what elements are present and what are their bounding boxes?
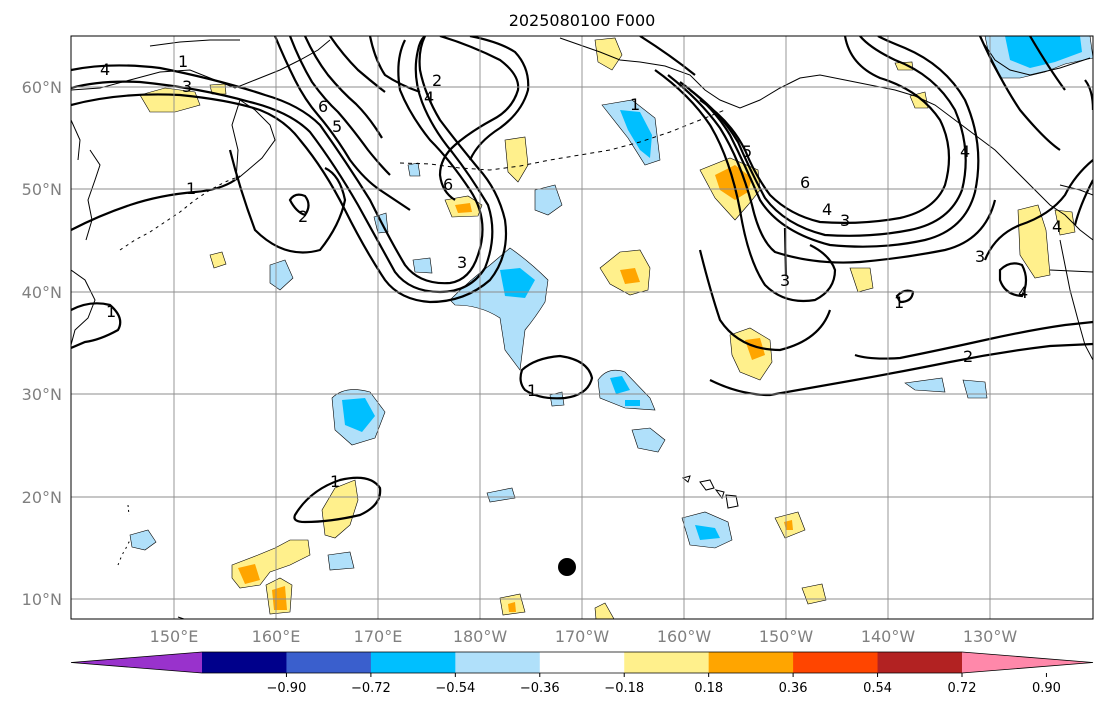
lat-axis: 10°N 20°N 30°N 40°N 50°N 60°N [22,78,62,609]
lon-tick-label: 170°W [555,627,610,646]
contour-label-5: 5 [742,142,752,161]
map-title: 2025080100 F000 [509,11,656,30]
contour-label-1: 1 [894,293,904,312]
colorbar-tick-label: 0.90 [1032,681,1061,696]
contour-label-1: 1 [178,52,188,71]
colorbar-segment [370,652,456,673]
graticule [71,36,1093,619]
lon-tick-label: 170°E [354,627,403,646]
contour-label-1: 1 [186,179,196,198]
colorbar: −0.90 −0.72 −0.54 −0.36 −0.18 0.18 0.36 0.54 0.7… [70,651,1094,696]
lat-tick-label: 50°N [22,180,62,199]
contour-label-1: 1 [630,95,640,114]
colorbar-segment [286,652,372,673]
contour-label-1: 1 [330,472,340,491]
colorbar-tick-label: −0.54 [435,681,475,696]
colorbar-tick-label: 0.54 [863,681,892,696]
contour-label-5: 5 [332,117,342,136]
colorbar-arrow-low [71,652,202,673]
colorbar-tick-label: 0.72 [948,681,977,696]
lat-tick-label: 10°N [22,590,62,609]
lat-tick-label: 30°N [22,385,62,404]
contour-label-3: 3 [975,247,985,266]
lon-tick-label: 150°W [759,627,814,646]
contour-label-6: 6 [800,173,810,192]
colorbar-tick-label: 0.18 [694,681,723,696]
contour-label-6: 6 [443,175,453,194]
dot-marker [558,558,576,576]
contour-label-6: 6 [318,97,328,116]
colorbar-segment [539,652,625,673]
contour-label-2: 2 [432,71,442,90]
colorbar-tick-label: −0.36 [520,681,560,696]
lat-tick-label: 20°N [22,488,62,507]
colorbar-segment [624,652,710,673]
contour-label-4: 4 [960,142,970,161]
contour-label-1: 1 [106,302,116,321]
contour-label-4: 4 [100,60,110,79]
colorbar-tick-label: 0.36 [779,681,808,696]
lon-tick-label: 180°W [453,627,508,646]
contour-label-1: 1 [527,381,537,400]
colorbar-segment [708,652,794,673]
lat-tick-label: 40°N [22,283,62,302]
lon-tick-label: 140°W [861,627,916,646]
contour-label-4: 4 [1052,217,1062,236]
lon-tick-label: 130°W [963,627,1018,646]
map-content: 4 1 3 6 5 2 4 6 3 1 2 1 1 1 1 5 6 4 3 3 … [71,36,1093,619]
colorbar-segment [793,652,879,673]
colorbar-tick-label: −0.72 [351,681,391,696]
lon-tick-label: 160°W [657,627,712,646]
lon-axis: 150°E 160°E 170°E 180°W 170°W 160°W 150°… [150,627,1018,646]
contour-labels: 4 1 3 6 5 2 4 6 3 1 2 1 1 1 1 5 6 4 3 3 … [100,52,1062,491]
contour-lines [71,36,1093,524]
contour-label-4: 4 [1018,283,1028,302]
contour-label-2: 2 [298,207,308,226]
contour-label-3: 3 [457,253,467,272]
strong-negative-shading [342,36,1082,540]
colorbar-arrow-high [962,652,1093,673]
contour-label-4: 4 [424,88,434,107]
lon-tick-label: 160°E [252,627,301,646]
colorbar-tick-label: −0.90 [267,681,307,696]
lat-tick-label: 60°N [22,78,62,97]
colorbar-segment [877,652,963,673]
contour-label-4: 4 [822,200,832,219]
map-frame [70,35,1094,620]
colorbar-segment [455,652,541,673]
contour-label-2: 2 [963,347,973,366]
colorbar-tick-label: −0.18 [604,681,644,696]
contour-label-3: 3 [840,211,850,230]
contour-label-3: 3 [182,77,192,96]
contour-label-3: 3 [780,271,790,290]
colorbar-segment [202,652,287,673]
colorbar-outline [70,651,1094,674]
lon-tick-label: 150°E [150,627,199,646]
